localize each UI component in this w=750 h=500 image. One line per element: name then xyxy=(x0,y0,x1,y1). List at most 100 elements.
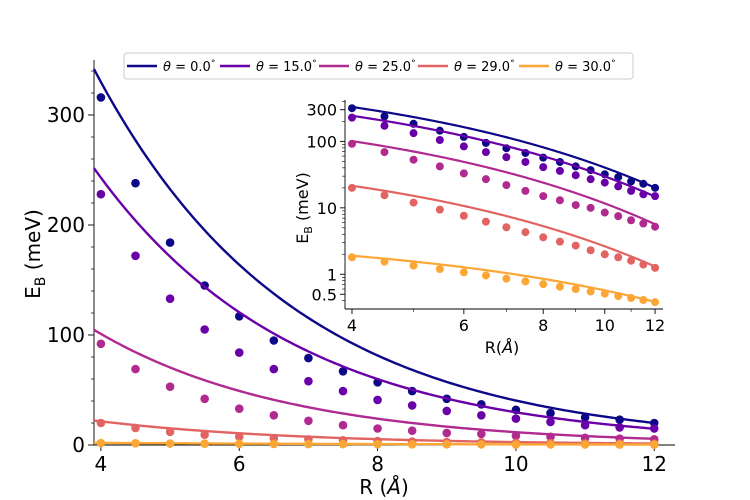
main-data-point-series-4 xyxy=(442,440,452,449)
main-data-point-series-3 xyxy=(131,423,140,433)
inset-data-point-series-4 xyxy=(627,293,636,302)
main-data-point-series-3 xyxy=(165,427,175,437)
main-data-point-series-4 xyxy=(304,439,313,449)
inset-data-point-series-0 xyxy=(651,183,660,192)
main-data-point-series-4 xyxy=(131,438,140,448)
inset-data-point-series-1 xyxy=(555,166,564,175)
main-data-point-series-1 xyxy=(131,251,140,261)
inset-data-point-series-3 xyxy=(555,237,564,246)
main-data-point-series-1 xyxy=(511,414,521,423)
main-data-point-series-0 xyxy=(269,336,279,345)
inset-data-point-series-0 xyxy=(627,177,636,186)
inset-data-point-series-3 xyxy=(586,246,595,255)
inset-data-point-series-1 xyxy=(521,157,530,166)
inset-data-point-series-2 xyxy=(502,181,511,190)
inset-x-tick-label: 4 xyxy=(347,316,357,335)
main-data-point-series-4 xyxy=(234,439,244,449)
inset-fit-line-series-4 xyxy=(351,254,656,303)
inset-data-point-series-1 xyxy=(639,190,648,199)
inset-plot: 0.51 10 100 300 4 6 8 10 12 xyxy=(306,100,665,335)
inset-data-point-series-2 xyxy=(571,201,580,210)
inset-data-point-series-0 xyxy=(614,173,623,182)
inset-data-point-series-1 xyxy=(481,148,490,157)
inset-data-point-series-4 xyxy=(347,253,356,262)
inset-x-tick-label: 10 xyxy=(595,316,615,335)
main-data-point-series-4 xyxy=(269,439,279,449)
inset-data-point-series-4 xyxy=(521,277,530,286)
inset-data-point-series-3 xyxy=(614,253,623,262)
inset-x-axis-label: R(Å) xyxy=(485,338,520,357)
main-data-point-series-1 xyxy=(234,348,244,357)
inset-data-point-series-3 xyxy=(571,241,580,250)
main-data-point-series-0 xyxy=(546,408,555,418)
inset-y-tick-label: 100 xyxy=(306,132,337,151)
main-data-point-series-4 xyxy=(615,440,624,449)
inset-data-point-series-3 xyxy=(627,256,636,265)
main-data-point-series-4 xyxy=(373,439,382,449)
main-plot: 0 100 200 300 4 6 8 10 12 xyxy=(47,60,675,476)
main-data-point-series-4 xyxy=(511,440,521,449)
main-data-point-series-1 xyxy=(546,417,555,427)
inset-data-point-series-4 xyxy=(380,257,389,266)
main-data-point-series-0 xyxy=(615,415,624,425)
legend-frame xyxy=(123,52,634,80)
main-data-point-series-2 xyxy=(373,424,382,433)
main-x-tick-label: 10 xyxy=(503,452,528,476)
inset-data-point-series-4 xyxy=(639,295,648,304)
main-data-point-series-1 xyxy=(477,411,486,420)
inset-data-point-series-3 xyxy=(502,223,511,232)
inset-data-point-series-1 xyxy=(347,113,356,122)
main-data-point-series-4 xyxy=(477,440,486,449)
main-data-point-series-1 xyxy=(200,325,209,334)
main-data-point-series-1 xyxy=(269,364,279,374)
inset-data-point-series-2 xyxy=(555,196,564,205)
main-data-point-series-2 xyxy=(546,432,555,442)
inset-data-point-series-0 xyxy=(347,104,356,113)
main-data-point-series-1 xyxy=(649,424,659,433)
inset-data-point-series-1 xyxy=(651,192,660,201)
inset-data-point-series-1 xyxy=(409,129,418,138)
inset-data-point-series-2 xyxy=(380,148,389,157)
inset-data-point-series-4 xyxy=(586,287,595,296)
inset-data-point-series-1 xyxy=(571,171,580,180)
inset-data-point-series-4 xyxy=(651,298,660,307)
main-data-point-series-0 xyxy=(338,367,348,376)
inset-data-point-series-0 xyxy=(639,179,648,188)
main-data-point-series-2 xyxy=(234,404,244,414)
inset-y-axis-label: EB (meV) xyxy=(293,172,315,244)
inset-x-tick-label: 8 xyxy=(538,316,548,335)
main-x-tick-label: 12 xyxy=(642,452,667,476)
main-data-point-series-3 xyxy=(96,418,106,428)
main-data-point-series-0 xyxy=(165,238,175,247)
inset-data-point-series-4 xyxy=(539,280,548,289)
main-data-point-series-2 xyxy=(407,426,417,436)
inset-data-point-series-2 xyxy=(347,139,356,148)
inset-data-point-series-4 xyxy=(481,271,490,280)
inset-data-point-series-3 xyxy=(600,250,609,259)
main-data-point-series-2 xyxy=(131,364,140,374)
inset-data-point-series-3 xyxy=(639,260,648,269)
main-fit-line-series-0 xyxy=(92,68,655,425)
inset-data-point-series-3 xyxy=(521,228,530,237)
main-data-point-series-1 xyxy=(338,386,348,396)
main-fit-line-series-2 xyxy=(93,328,655,440)
inset-data-point-series-4 xyxy=(600,289,609,298)
inset-data-point-series-3 xyxy=(409,198,418,207)
main-data-point-series-2 xyxy=(269,411,279,420)
inset-fit-line-series-1 xyxy=(351,114,656,198)
inset-data-point-series-3 xyxy=(539,233,548,242)
inset-y-tick-label: 1 xyxy=(327,265,337,284)
main-data-point-series-2 xyxy=(511,431,521,440)
main-data-point-series-4 xyxy=(200,439,209,448)
inset-data-point-series-0 xyxy=(380,112,389,121)
main-data-point-series-2 xyxy=(477,429,486,439)
inset-data-point-series-1 xyxy=(459,142,468,151)
inset-x-tick-label: 12 xyxy=(645,316,665,335)
main-y-axis-label: EB (meV) xyxy=(21,209,49,299)
main-data-point-series-4 xyxy=(580,440,590,449)
main-data-point-series-0 xyxy=(96,93,106,102)
main-data-point-series-1 xyxy=(442,406,452,416)
main-fit-line-series-1 xyxy=(93,167,655,430)
main-y-tick-label: 100 xyxy=(47,323,85,347)
